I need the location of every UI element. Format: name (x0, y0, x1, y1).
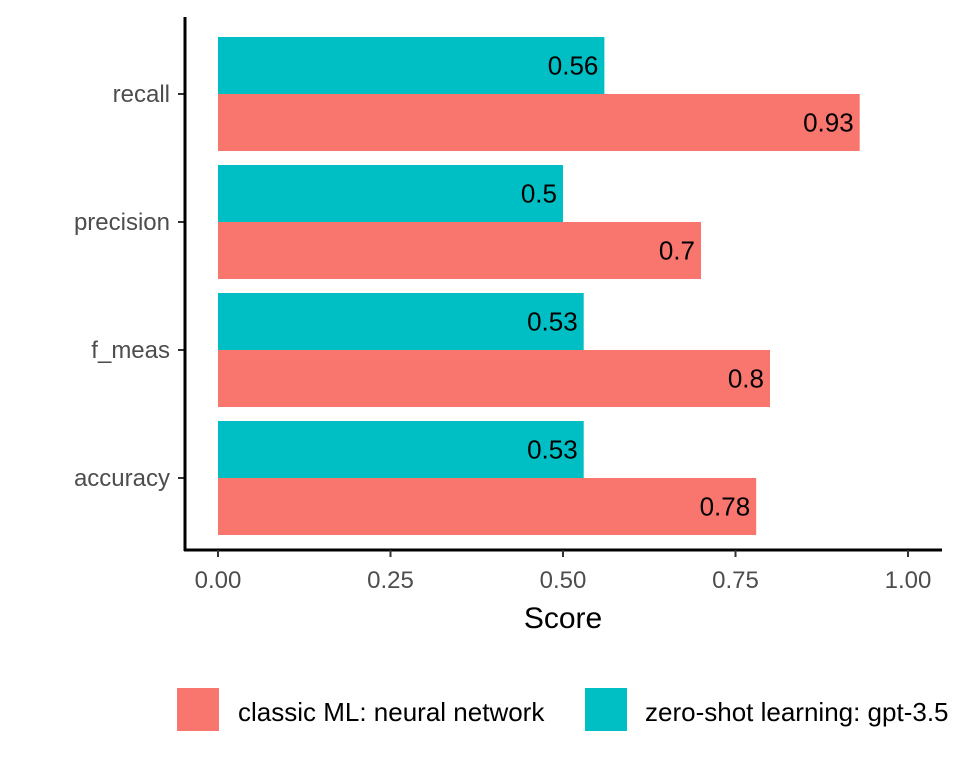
legend-label-classic-ml: classic ML: neural network (238, 697, 545, 727)
data-label-accuracy-zero-shot: 0.53 (527, 435, 578, 465)
data-label-f_meas-classic-ml: 0.8 (728, 364, 764, 394)
x-tick-label-0.75: 0.75 (712, 567, 759, 594)
x-tick-label-0.00: 0.00 (195, 567, 242, 594)
data-label-recall-zero-shot: 0.56 (548, 51, 599, 81)
y-tick-label-recall: recall (113, 81, 170, 108)
data-label-accuracy-classic-ml: 0.78 (700, 492, 751, 522)
y-tick-label-precision: precision (74, 209, 170, 236)
axes-layer: recall precision f_meas accuracy 0.00 0.25 0.5… (74, 17, 942, 594)
bar-accuracy-classic-ml (218, 478, 757, 535)
x-tick-label-0.50: 0.50 (540, 567, 587, 594)
bar-accuracy-zero-shot (218, 421, 584, 478)
x-tick-label-0.25: 0.25 (367, 567, 414, 594)
bar-f_meas-zero-shot (218, 293, 584, 350)
legend-label-zero-shot: zero-shot learning: gpt-3.5 (645, 697, 949, 727)
y-tick-label-accuracy: accuracy (74, 465, 170, 492)
legend-key-zero-shot (585, 688, 627, 731)
data-label-recall-classic-ml: 0.93 (803, 108, 854, 138)
bar-precision-zero-shot (218, 165, 563, 222)
bar-precision-classic-ml (218, 222, 701, 279)
bar-recall-zero-shot (218, 37, 605, 94)
x-tick-label-1.00: 1.00 (885, 567, 932, 594)
x-axis-title: Score (524, 602, 602, 635)
data-label-precision-zero-shot: 0.5 (521, 179, 557, 209)
legend: classic ML: neural network zero-shot lear… (177, 688, 949, 731)
data-label-precision-classic-ml: 0.7 (659, 236, 695, 266)
bar-recall-classic-ml (218, 94, 860, 151)
y-tick-label-f_meas: f_meas (91, 337, 170, 364)
legend-key-classic-ml (177, 688, 219, 731)
data-labels-layer: 0.56 0.93 0.5 0.7 0.53 0.8 0.53 0.78 (521, 51, 854, 522)
bars-layer (218, 37, 860, 535)
data-label-f_meas-zero-shot: 0.53 (527, 307, 578, 337)
bar-f_meas-classic-ml (218, 350, 770, 407)
